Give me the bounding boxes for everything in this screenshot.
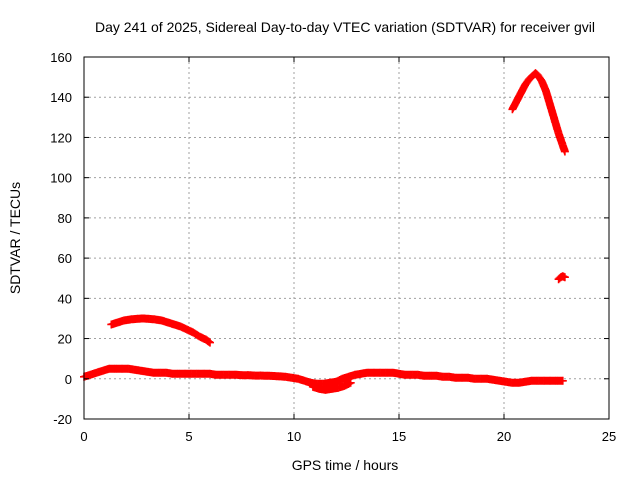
- chart-title: Day 241 of 2025, Sidereal Day-to-day VTE…: [95, 19, 595, 35]
- x-tick-label: 20: [497, 429, 511, 444]
- grid-lines: [84, 57, 609, 419]
- series-cluster: [554, 272, 569, 284]
- series-low-dip: [308, 378, 355, 394]
- data-point: [558, 376, 567, 385]
- x-tick-label: 0: [80, 429, 87, 444]
- data-point: [560, 147, 569, 156]
- series-peak: [508, 69, 569, 156]
- trail-segment: [526, 72, 537, 83]
- data-point: [560, 273, 569, 282]
- data-marks: [80, 69, 569, 394]
- axis-ticks: 0 5 10 15 20 25 -20 0 20 40 60 80 100 120 140 160: [50, 50, 616, 444]
- y-tick-label: 100: [50, 171, 72, 186]
- x-tick-label: 5: [185, 429, 192, 444]
- y-tick-label: 160: [50, 50, 72, 65]
- x-axis-label: GPS time / hours: [292, 457, 399, 473]
- y-tick-label: 60: [58, 251, 72, 266]
- y-tick-label: 20: [58, 332, 72, 347]
- x-tick-label: 15: [392, 429, 406, 444]
- x-tick-label: 10: [287, 429, 301, 444]
- trail-segment: [202, 336, 213, 346]
- trail-segment: [190, 329, 203, 340]
- y-tick-label: 0: [65, 372, 72, 387]
- y-tick-label: 80: [58, 211, 72, 226]
- series-baseline: [80, 364, 567, 388]
- data-point: [346, 378, 355, 387]
- y-tick-label: 120: [50, 130, 72, 145]
- x-tick-label: 25: [602, 429, 616, 444]
- plot-frame: [83, 56, 610, 420]
- y-tick-label: -20: [53, 412, 72, 427]
- y-tick-label: 40: [58, 291, 72, 306]
- series-arc: [107, 314, 214, 347]
- data-point: [206, 338, 214, 347]
- y-tick-label: 140: [50, 90, 72, 105]
- y-axis-label: SDTVAR / TECUs: [7, 182, 23, 294]
